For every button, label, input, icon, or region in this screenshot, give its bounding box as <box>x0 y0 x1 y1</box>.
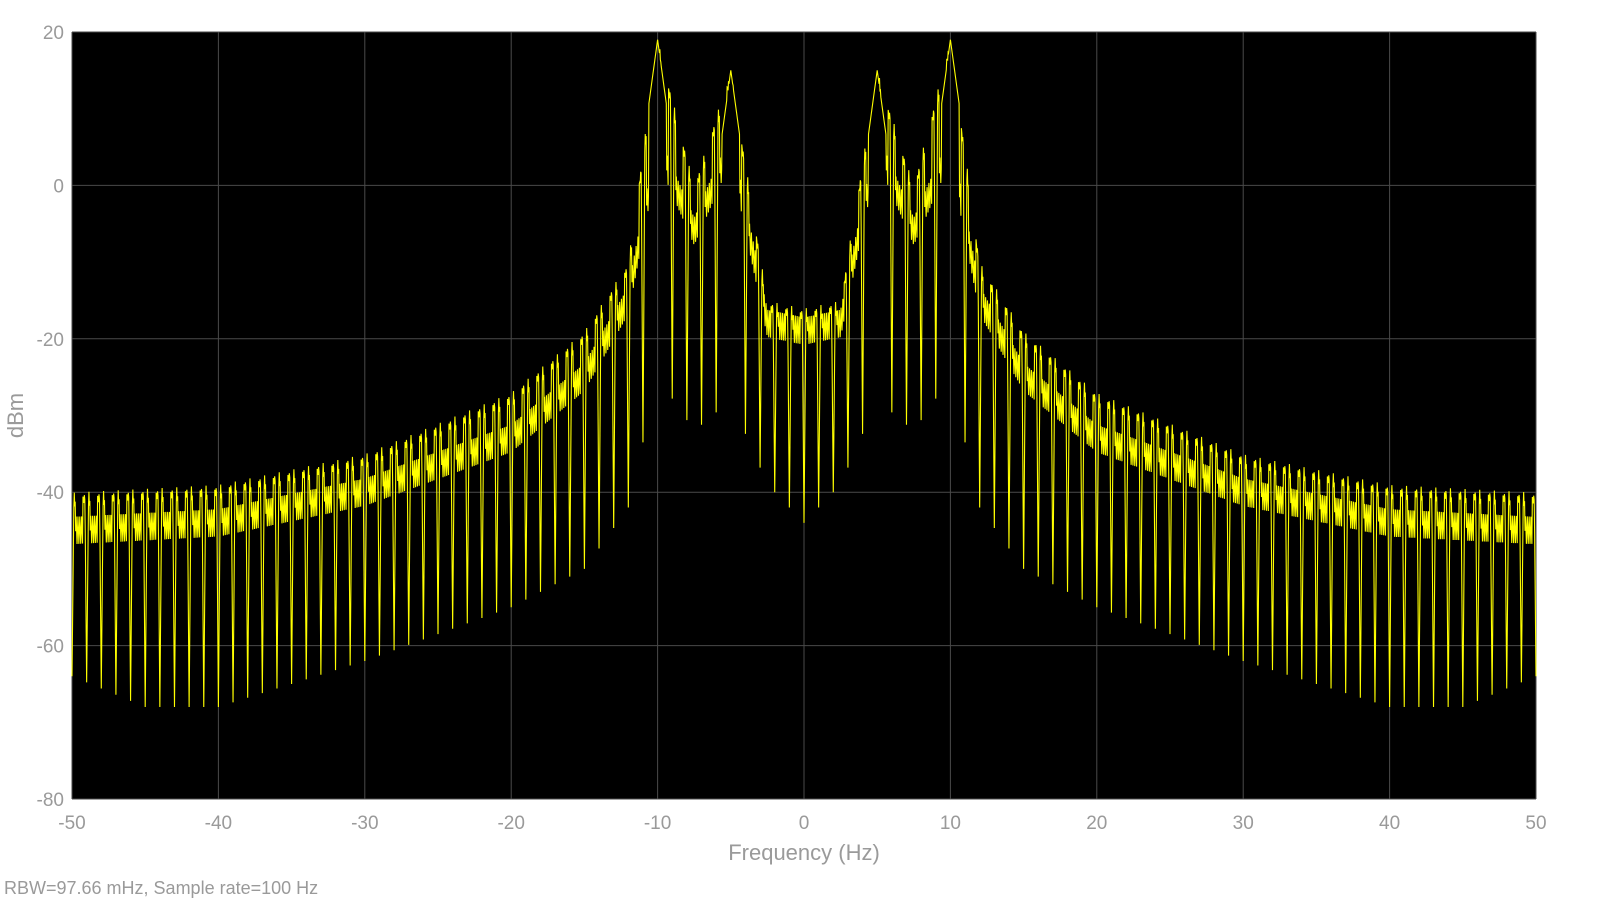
spectrum-trace <box>71 39 1537 707</box>
y-tick-label: -80 <box>37 790 64 811</box>
x-tick-label: 10 <box>940 813 961 834</box>
x-tick-label: 40 <box>1379 813 1400 834</box>
y-tick-label: -20 <box>37 330 64 351</box>
x-tick-label: 50 <box>1525 813 1546 834</box>
trace-layer <box>71 39 1537 707</box>
y-tick-label: -60 <box>37 637 64 658</box>
x-tick-labels: -50 -40 -30 -20 -10 0 10 20 30 40 50 <box>58 813 1546 834</box>
x-tick-label: 30 <box>1233 813 1254 834</box>
x-tick-label: 20 <box>1086 813 1107 834</box>
y-tick-label: -40 <box>37 483 64 504</box>
x-axis-title: Frequency (Hz) <box>728 840 880 865</box>
y-tick-labels: -80 -60 -40 -20 0 20 <box>37 23 64 811</box>
x-tick-label: 0 <box>799 813 810 834</box>
x-tick-label: -30 <box>351 813 378 834</box>
y-tick-label: 0 <box>53 176 64 197</box>
x-tick-label: -40 <box>205 813 232 834</box>
x-tick-label: -10 <box>644 813 671 834</box>
x-tick-label: -50 <box>58 813 85 834</box>
y-tick-label: 20 <box>43 23 64 44</box>
status-footer: RBW=97.66 mHz, Sample rate=100 Hz <box>4 878 319 898</box>
y-axis-title: dBm <box>3 393 28 438</box>
x-tick-label: -20 <box>497 813 524 834</box>
